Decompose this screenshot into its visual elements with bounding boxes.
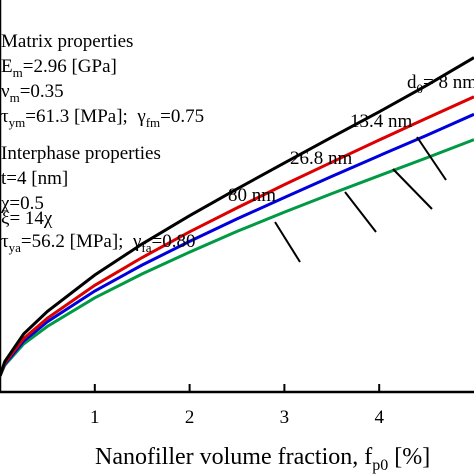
curve-label-d26: 26.8 nm [290, 148, 353, 169]
x-ticks: 1 2 3 4 [90, 384, 384, 428]
x-tick-label-1: 1 [90, 407, 100, 428]
series-line-26-8nm [0, 112, 474, 377]
leader-line-d13 [392, 168, 433, 210]
interphase-line-4: τya=56.2 [MPa]; γfa=0.80 [1, 231, 195, 255]
matrix-line-2: νm=0.35 [1, 81, 64, 105]
curve-label-d13: 13.4 nm [350, 111, 413, 132]
x-tick-label-3: 3 [280, 407, 290, 428]
leader-line-d26 [344, 191, 377, 233]
series-line-13-4nm [0, 95, 474, 377]
curve-label-d80: 80 nm [228, 185, 276, 206]
matrix-heading: Matrix properties [1, 31, 133, 52]
leader-line-d8 [416, 136, 447, 181]
interphase-line-3: ξ= 14χ [1, 208, 53, 229]
matrix-line-3: τym=61.3 [MPa]; γfm=0.75 [1, 106, 204, 130]
interphase-heading: Interphase properties [1, 143, 161, 164]
curve-label-d8: d0= 8 nm [407, 72, 474, 96]
series-line-80nm [0, 138, 474, 377]
matrix-line-1: Em=2.96 [GPa] [1, 56, 117, 80]
interphase-line-1: t=4 [nm] [1, 168, 68, 189]
x-axis-label: Nanofiller volume fraction, fp0 [%] [95, 444, 430, 474]
series-line-8nm [0, 56, 474, 377]
interphase-line-2: χ=0.5 [0, 193, 44, 214]
leader-line-d80 [274, 221, 301, 263]
x-tick-label-2: 2 [185, 407, 195, 428]
x-tick-label-4: 4 [374, 407, 384, 428]
